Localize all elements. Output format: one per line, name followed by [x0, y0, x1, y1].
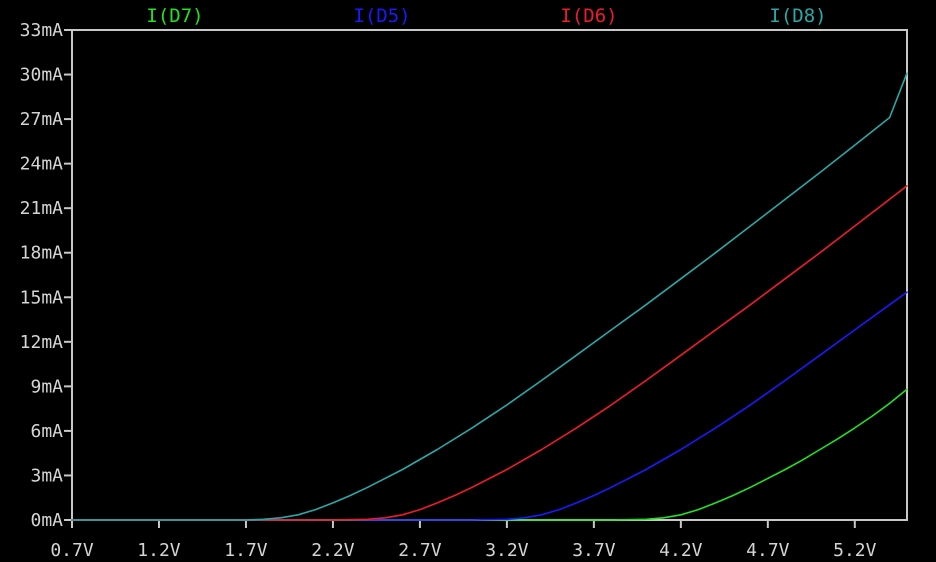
y-tick-label: 9mA	[30, 376, 63, 397]
series-line-i-d8	[71, 72, 908, 521]
x-tick-label: 2.7V	[398, 540, 442, 561]
y-tick-label: 30mA	[20, 65, 64, 86]
x-tick-label: 2.2V	[311, 540, 355, 561]
x-tick-label: 4.2V	[659, 540, 703, 561]
y-tick-label: 27mA	[20, 109, 64, 130]
y-tick-label: 24mA	[20, 154, 64, 175]
legend-entry: I(D8)	[769, 5, 826, 27]
y-tick-label: 33mA	[20, 20, 64, 41]
legend-entry: I(D6)	[560, 5, 617, 27]
y-tick-label: 3mA	[30, 465, 63, 486]
x-tick-label: 1.7V	[224, 540, 268, 561]
x-tick-label: 5.2V	[833, 540, 877, 561]
y-tick-label: 21mA	[20, 198, 64, 219]
series-line-i-d5	[71, 291, 908, 521]
y-tick-label: 18mA	[20, 243, 64, 264]
x-tick-label: 0.7V	[50, 540, 94, 561]
legend: I(D7) I(D5) I(D6) I(D8)	[146, 5, 826, 27]
series-line-i-d7	[71, 388, 908, 521]
y-tick-label: 15mA	[20, 287, 64, 308]
series-line-i-d6	[71, 185, 908, 521]
x-tick-label: 1.2V	[137, 540, 181, 561]
x-tick-label: 4.7V	[746, 540, 790, 561]
y-tick-label: 6mA	[30, 421, 63, 442]
legend-entry: I(D5)	[353, 5, 410, 27]
series-layer	[71, 72, 908, 521]
y-tick-label: 0mA	[30, 510, 63, 531]
legend-entry: I(D7)	[146, 5, 203, 27]
y-axis: 0mA 3mA 6mA 9mA 12mA 15mA 18mA 21mA 24mA 27mA 30mA…	[20, 20, 72, 531]
x-axis: 0.7V 1.2V 1.7V 2.2V 2.7V 3.2V 3.7V 4.2V 4.7V 5.2V	[50, 520, 877, 561]
y-tick-label: 12mA	[20, 332, 64, 353]
x-tick-label: 3.7V	[572, 540, 616, 561]
x-tick-label: 3.2V	[485, 540, 529, 561]
